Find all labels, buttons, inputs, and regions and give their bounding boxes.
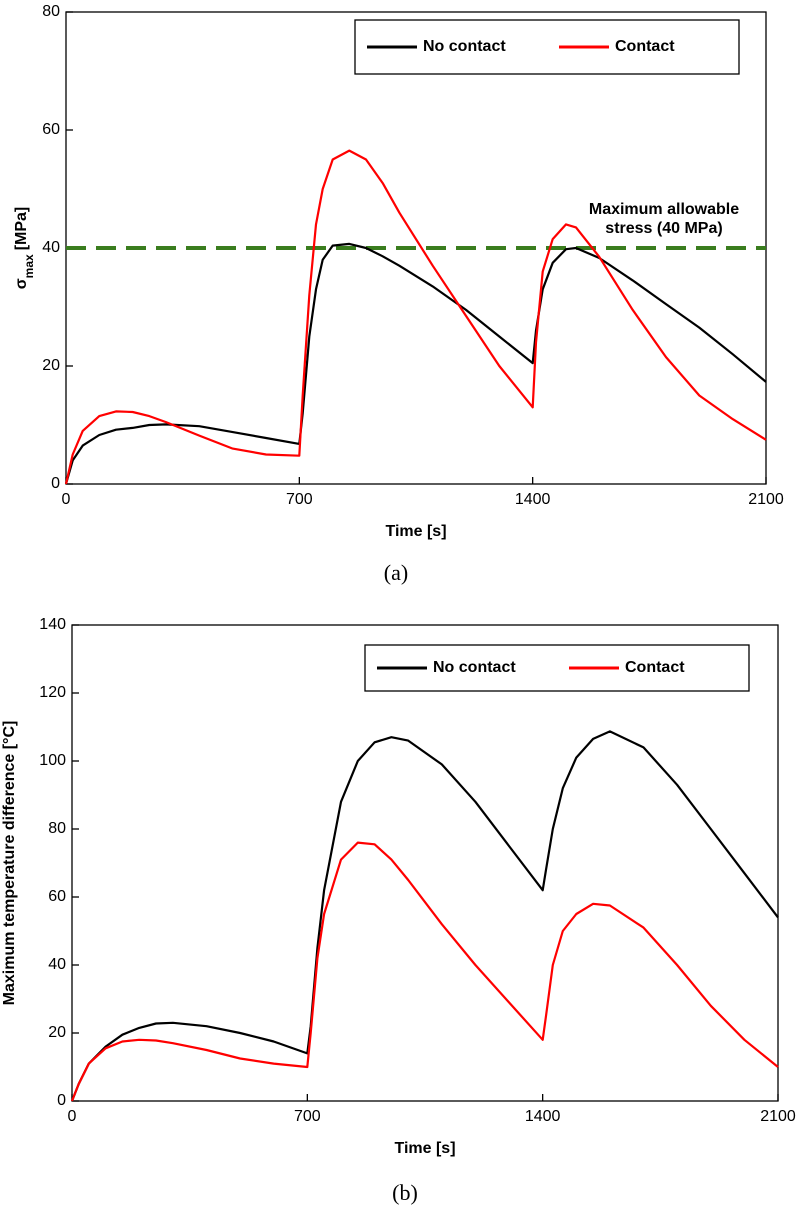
x-axis-label: Time [s] [385,523,446,540]
y-axis-label-part: [MPa] [13,207,30,251]
caption: (a) [384,560,408,585]
y-axis-label: Maximum temperature difference [°C] [1,721,18,1006]
y-tick-label: 80 [42,3,60,20]
caption: (b) [392,1180,418,1205]
annotation: Maximum allowable [589,201,739,218]
y-axis-label-part: max [22,254,36,278]
x-tick-label: 1400 [525,1108,561,1125]
y-tick-label: 140 [39,616,66,633]
y-tick-label: 40 [42,239,60,256]
x-tick-label: 2100 [748,491,784,508]
legend-label: Contact [615,38,675,55]
x-tick-label: 0 [62,491,71,508]
x-axis-label: Time [s] [394,1140,455,1157]
y-tick-label: 40 [48,956,66,973]
y-tick-label: 20 [48,1024,66,1041]
y-tick-label: 60 [42,121,60,138]
legend-label: No contact [423,38,506,55]
plot-frame [71,624,779,1102]
y-axis-label: σmax [MPa] [13,207,36,290]
legend-label: Contact [625,659,685,676]
annotation: stress (40 MPa) [605,220,722,237]
y-axis-label-part: Maximum temperature difference [°C] [1,721,18,1006]
x-tick-label: 1400 [515,491,551,508]
y-tick-label: 0 [51,475,60,492]
legend-box [354,19,740,75]
data-line [70,841,779,1102]
x-tick-label: 700 [286,491,313,508]
x-tick-label: 0 [68,1108,77,1125]
data-line [64,242,767,485]
y-tick-label: 80 [48,820,66,837]
y-tick-label: 20 [42,357,60,374]
legend-box [364,644,750,692]
y-tick-label: 100 [39,752,66,769]
x-tick-label: 2100 [760,1108,796,1125]
x-tick-label: 700 [294,1108,321,1125]
legend-label: No contact [433,659,516,676]
y-tick-label: 120 [39,684,66,701]
y-tick-label: 60 [48,888,66,905]
data-line [64,149,767,485]
y-tick-label: 0 [57,1092,66,1109]
data-line [70,730,779,1102]
y-axis-label-part: σ [13,278,30,289]
